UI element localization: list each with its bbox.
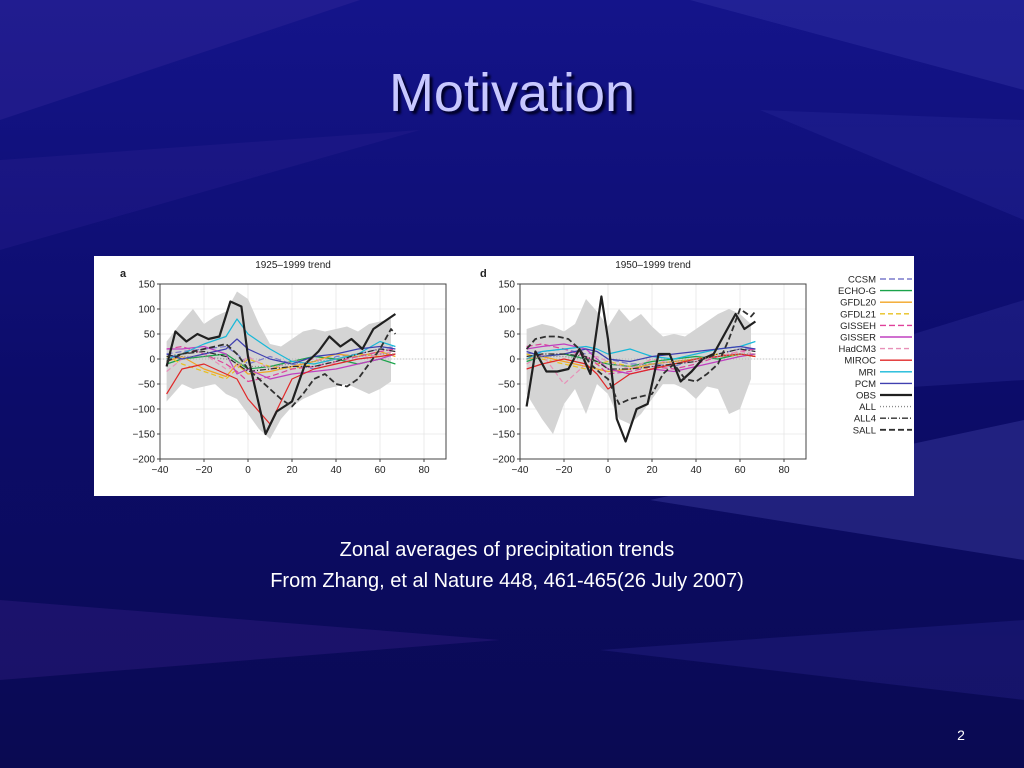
y-tick-label: −50	[138, 380, 155, 391]
legend-label: GFDL21	[840, 309, 876, 320]
series-line-miroc	[526, 353, 756, 390]
x-tick-label: 40	[690, 465, 702, 476]
series-line-all4	[166, 348, 396, 373]
legend-label: PCM	[855, 379, 876, 390]
series-line-gisser	[166, 345, 396, 380]
panel-label: d	[480, 268, 487, 280]
legend-label: MRI	[859, 367, 876, 378]
y-tick-label: 100	[498, 305, 515, 316]
slide-number: 2	[957, 727, 965, 743]
y-tick-label: 0	[149, 355, 155, 366]
caption-line-2: From Zhang, et al Nature 448, 461-465(26…	[270, 570, 744, 592]
legend-label: ALL4	[854, 414, 876, 425]
y-tick-label: −150	[492, 430, 515, 441]
y-tick-label: 150	[138, 280, 155, 291]
x-tick-label: 20	[286, 465, 298, 476]
legend-label: ALL	[859, 402, 876, 413]
legend-label: MIROC	[844, 356, 876, 367]
series-line-obs	[525, 295, 757, 443]
series-line-all4	[526, 348, 756, 370]
y-tick-label: 50	[144, 330, 156, 341]
legend-label: HadCM3	[839, 344, 877, 355]
x-tick-label: 0	[245, 465, 251, 476]
legend-label: GISSER	[840, 333, 876, 344]
x-tick-label: 40	[330, 465, 342, 476]
x-tick-label: −20	[556, 465, 573, 476]
x-tick-label: 80	[778, 465, 790, 476]
y-tick-label: 100	[138, 305, 155, 316]
y-tick-label: −50	[498, 380, 515, 391]
panel-title: 1925–1999 trend	[255, 260, 331, 271]
legend-label: OBS	[856, 391, 876, 402]
legend-label: SALL	[853, 425, 876, 436]
plot-border	[519, 283, 807, 460]
series-line-pcm	[166, 338, 396, 365]
panel-title: 1950–1999 trend	[615, 260, 691, 271]
series-line-sall	[525, 308, 757, 405]
series-line-gfdl20	[166, 350, 396, 378]
x-tick-label: 20	[646, 465, 658, 476]
y-tick-label: −200	[492, 455, 515, 466]
x-tick-label: 0	[605, 465, 611, 476]
plot-border	[159, 283, 447, 460]
x-tick-label: 60	[734, 465, 746, 476]
x-tick-label: 60	[374, 465, 386, 476]
legend-label: ECHO-G	[838, 286, 876, 297]
series-line-sall	[166, 328, 397, 408]
y-tick-label: 50	[504, 330, 516, 341]
legend-label: GFDL20	[840, 298, 876, 309]
slide-title: Motivation	[388, 63, 636, 123]
legend-label: GISSEH	[840, 321, 876, 332]
x-tick-label: 80	[418, 465, 430, 476]
y-tick-label: −200	[132, 455, 155, 466]
y-tick-label: 0	[509, 355, 515, 366]
y-tick-label: 150	[498, 280, 515, 291]
y-tick-label: −150	[132, 430, 155, 441]
x-tick-label: −40	[152, 465, 169, 476]
legend-label: CCSM	[848, 275, 876, 286]
legend: CCSMECHO-GGFDL20GFDL21GISSEHGISSERHadCM3…	[838, 275, 912, 436]
y-tick-label: −100	[492, 405, 515, 416]
panel-label: a	[120, 268, 127, 280]
series-line-all	[166, 353, 396, 368]
figure-panel: 150 100 50 0 −50 −100 −150 −200 −40 −20 0 20 40 60 80 a…	[94, 256, 914, 496]
y-tick-label: −100	[132, 405, 155, 416]
series-line-gfdl21	[526, 353, 756, 370]
x-tick-label: −20	[196, 465, 213, 476]
series-line-obs	[165, 300, 397, 436]
caption-line-1: Zonal averages of precipitation trends	[339, 539, 675, 561]
x-tick-label: −40	[512, 465, 529, 476]
